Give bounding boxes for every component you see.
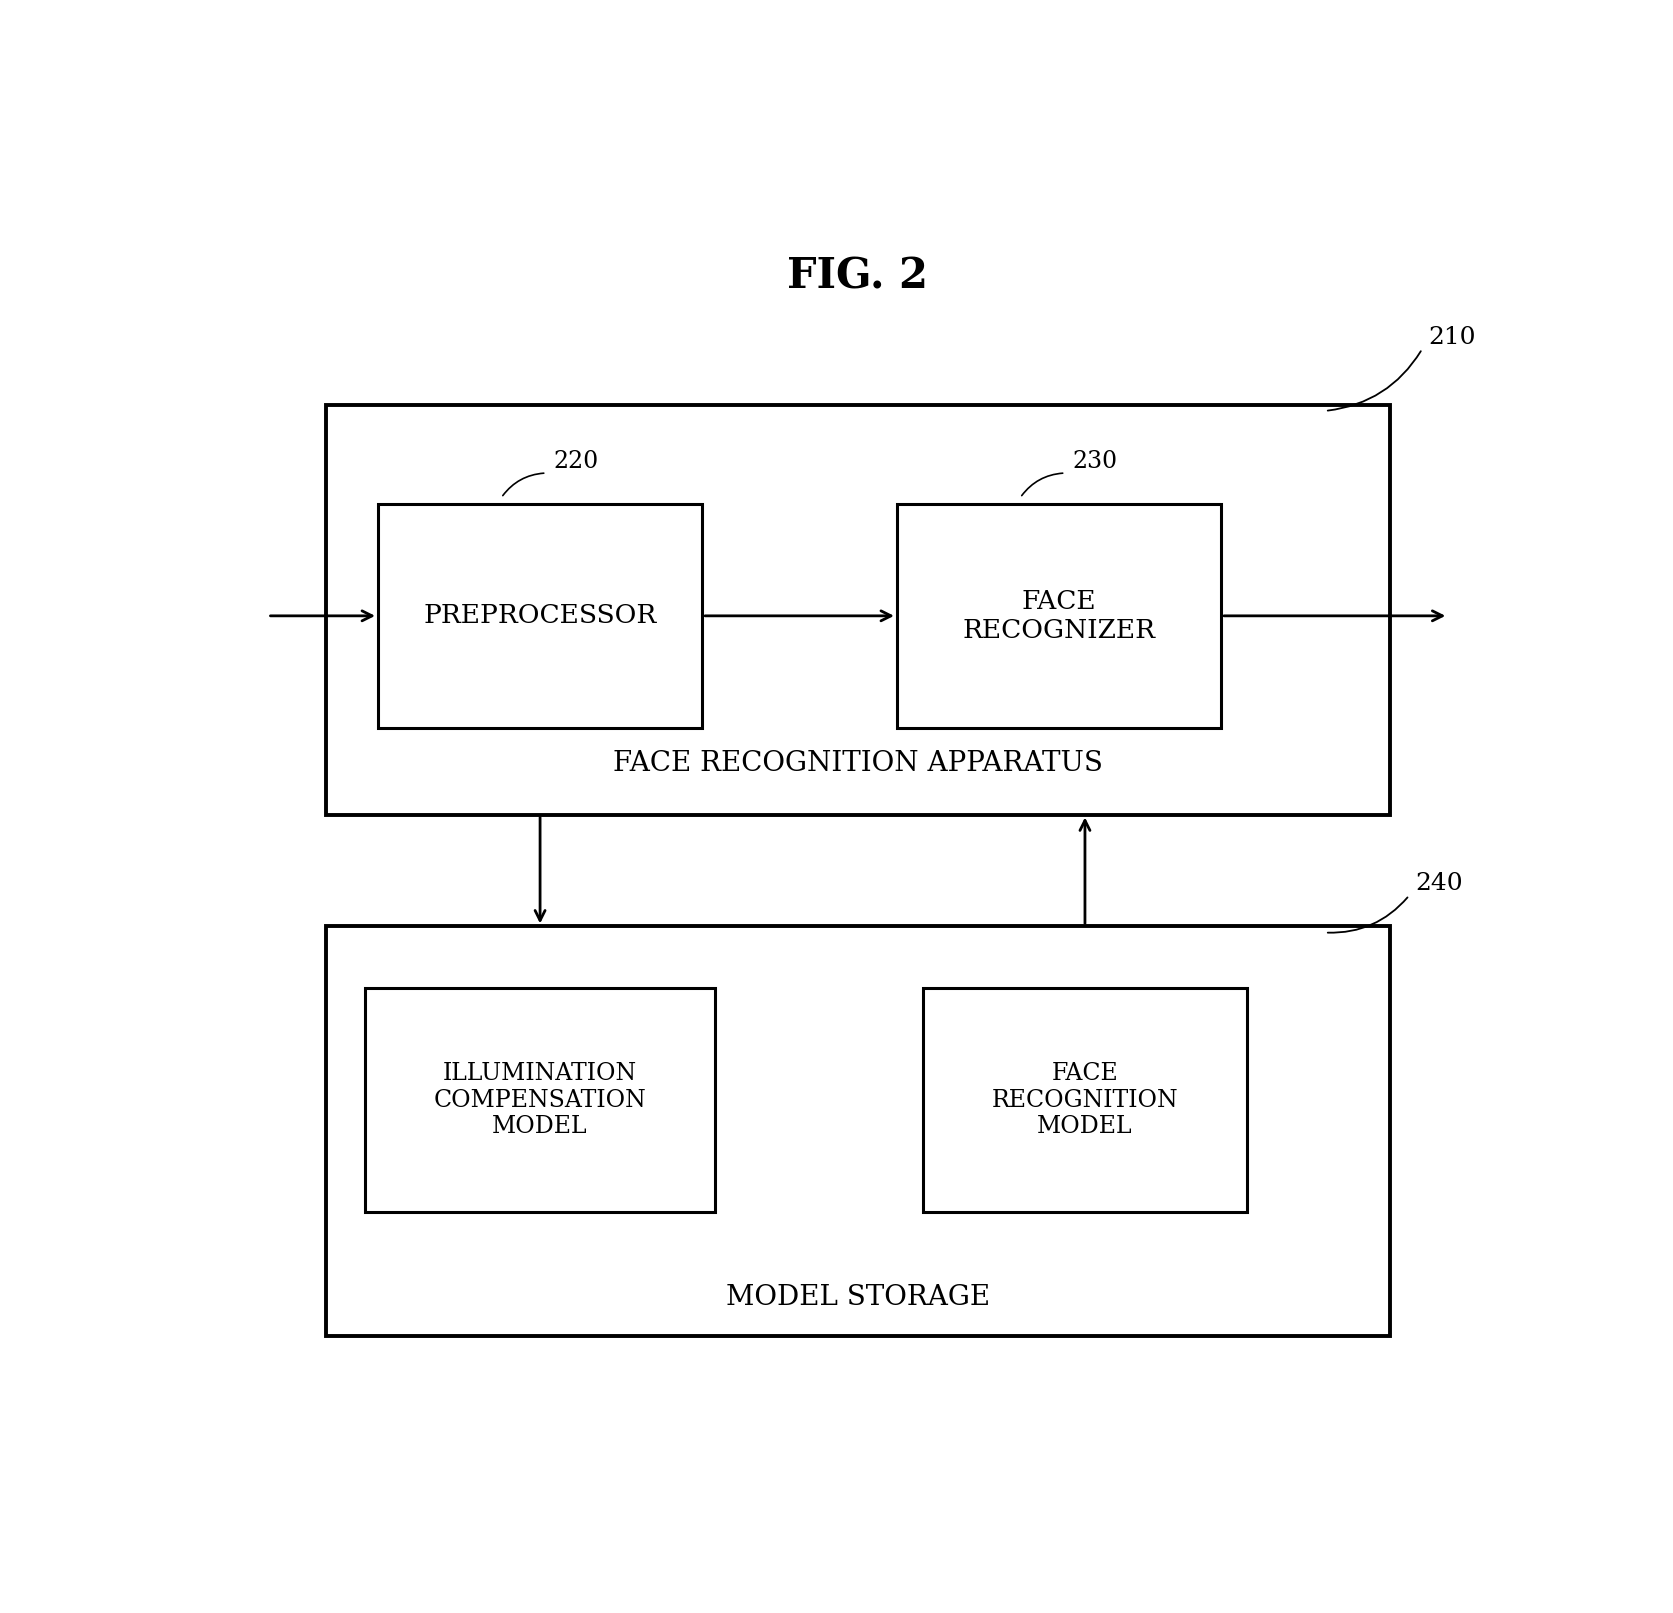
Bar: [326, 405, 1389, 815]
Text: FACE
RECOGNIZER: FACE RECOGNIZER: [962, 589, 1154, 644]
Bar: [897, 503, 1221, 727]
Text: 240: 240: [1415, 873, 1462, 895]
Bar: [365, 989, 714, 1211]
Bar: [378, 503, 703, 727]
Text: FIG. 2: FIG. 2: [786, 255, 929, 298]
Text: FACE RECOGNITION APPARATUS: FACE RECOGNITION APPARATUS: [612, 750, 1103, 777]
Text: FACE
RECOGNITION
MODEL: FACE RECOGNITION MODEL: [990, 1061, 1178, 1139]
Bar: [922, 989, 1246, 1211]
Text: 230: 230: [1071, 450, 1116, 473]
Text: PREPROCESSOR: PREPROCESSOR: [423, 603, 656, 629]
Text: ILLUMINATION
COMPENSATION
MODEL: ILLUMINATION COMPENSATION MODEL: [433, 1061, 646, 1139]
Text: 220: 220: [552, 450, 597, 473]
Text: MODEL STORAGE: MODEL STORAGE: [726, 1284, 989, 1311]
Text: 210: 210: [1427, 326, 1476, 348]
Bar: [326, 926, 1389, 1336]
